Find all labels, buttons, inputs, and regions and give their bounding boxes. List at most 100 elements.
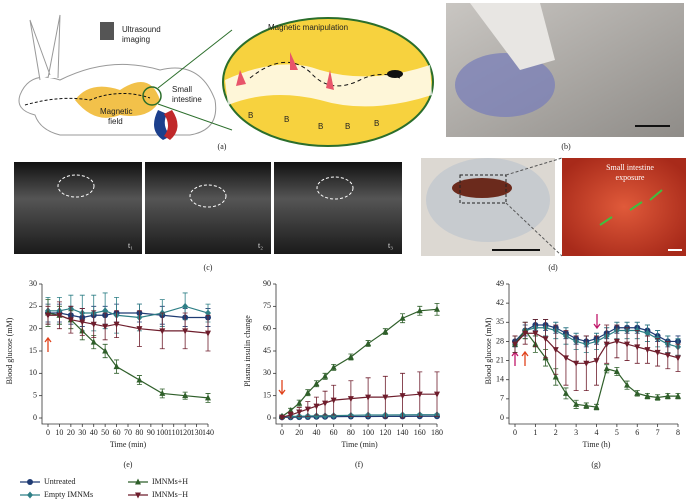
x-tick-label: 5 (615, 428, 619, 437)
label: B (284, 115, 289, 124)
photo (562, 158, 686, 256)
marker (634, 344, 641, 351)
marker (613, 368, 620, 375)
label: B (345, 122, 350, 131)
marker (603, 341, 610, 348)
marker (634, 389, 641, 396)
x-tick-label: 140 (397, 428, 409, 437)
marker (135, 478, 141, 485)
x-tick-label: 60 (330, 428, 338, 437)
marker (322, 372, 329, 379)
marker (136, 326, 143, 333)
x-tick-label: 0 (280, 428, 284, 437)
y-tick-label: 42 (496, 298, 504, 307)
incision (452, 178, 512, 198)
marker (287, 412, 294, 419)
marker (205, 309, 211, 317)
label: Magnetic (100, 107, 132, 116)
intestine-shape (75, 82, 160, 118)
marker (365, 340, 372, 347)
label: intestine (172, 95, 202, 104)
x-tick-label: 140 (202, 428, 214, 437)
y-axis-label: Plasma insulin change (243, 315, 252, 387)
marker (27, 491, 33, 499)
highlight (189, 184, 227, 208)
marker (562, 389, 569, 396)
y-tick-label: 35 (496, 317, 504, 326)
x-tick-label: 70 (124, 428, 132, 437)
y-tick-label: 20 (29, 323, 37, 332)
y-tick-label: 49 (496, 279, 504, 288)
zoom-line (505, 202, 563, 257)
marker (45, 312, 51, 319)
y-tick-label: 60 (263, 323, 271, 332)
marker (347, 396, 354, 403)
x-tick-label: 6 (635, 428, 639, 437)
marker (113, 321, 120, 328)
x-tick-label: 100 (362, 428, 374, 437)
marker (365, 394, 372, 401)
highlight (57, 174, 95, 198)
series-line (47, 312, 209, 399)
x-tick-label: 130 (191, 428, 203, 437)
y-tick-label: 75 (263, 301, 271, 310)
marker (416, 391, 423, 398)
marker (330, 397, 337, 404)
zoom-box (459, 174, 507, 204)
y-tick-label: 15 (29, 346, 37, 355)
marker (313, 403, 320, 410)
highlight (316, 176, 354, 200)
marker (522, 330, 529, 337)
marker (296, 409, 303, 416)
y-tick-label: 30 (29, 279, 37, 288)
plot-area (512, 319, 681, 411)
path-line (24, 93, 151, 106)
magnet-red (164, 110, 178, 140)
marker (90, 321, 97, 328)
marker (552, 347, 559, 354)
ultrasound-image (274, 162, 402, 254)
dose-arrow (44, 336, 52, 352)
chart: 0 15 30 45 60 75 90 0 20 40 60 80 100 120 140 160 180 Tim… (243, 279, 443, 449)
marker (573, 400, 580, 407)
x-tick-label: 80 (135, 428, 143, 437)
y-axis-label: Blood glucose (mM) (5, 317, 14, 384)
marker (79, 319, 86, 326)
marker (382, 394, 389, 401)
probe-photo (470, 3, 555, 70)
ultrasound-image (145, 162, 271, 254)
y-tick-label: 30 (263, 368, 271, 377)
y-tick-label: 0 (267, 413, 271, 422)
marker (434, 305, 440, 312)
marker (347, 353, 354, 360)
marker (573, 360, 580, 367)
y-tick-label: 0 (500, 413, 504, 422)
marker (102, 347, 109, 354)
marker (136, 376, 143, 383)
marker (542, 336, 549, 343)
dose-arrow (511, 350, 519, 366)
marker (382, 328, 389, 335)
label: Small (172, 85, 192, 94)
arrows (599, 189, 663, 226)
x-tick-label: 10 (55, 428, 63, 437)
x-tick-label: 110 (168, 428, 180, 437)
x-tick-label: 120 (379, 428, 391, 437)
label: B (318, 122, 323, 131)
zoom-line (157, 29, 233, 89)
marker (603, 365, 610, 372)
axes (508, 284, 678, 425)
panel-label: (b) (561, 142, 571, 151)
marker (322, 400, 329, 407)
y-tick-label: 0 (33, 413, 37, 422)
marker (102, 323, 109, 330)
marker (644, 347, 651, 354)
marker (330, 363, 337, 370)
marker (593, 358, 600, 365)
marker (624, 341, 631, 348)
x-tick-label: 60 (113, 428, 121, 437)
y-tick-label: 25 (29, 301, 37, 310)
probe (100, 22, 114, 40)
marker (593, 403, 600, 410)
